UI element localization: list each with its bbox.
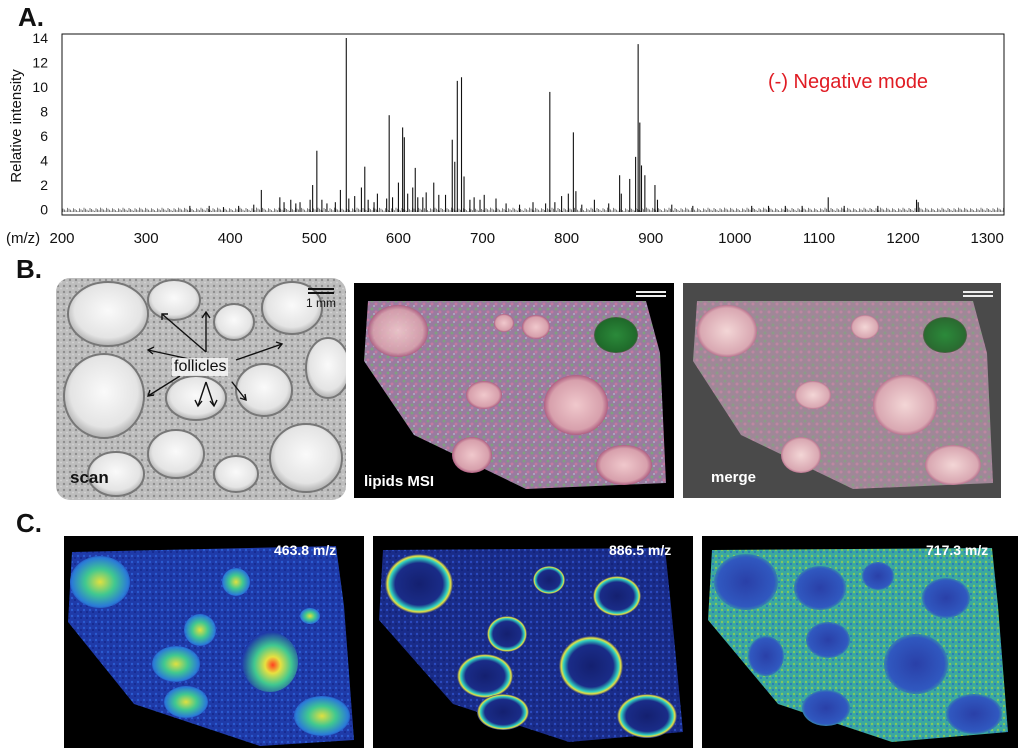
scale-bar bbox=[308, 288, 334, 294]
ion-label-463: 463.8 m/z bbox=[274, 542, 337, 558]
scale-bar bbox=[963, 291, 993, 297]
x-tick-800: 800 bbox=[554, 230, 579, 247]
merge-label: merge bbox=[711, 469, 757, 486]
follicles-label: follicles bbox=[172, 358, 229, 376]
panel-letter-b: B. bbox=[16, 254, 42, 284]
lipids-msi-label: lipids MSI bbox=[364, 473, 435, 490]
ion-image-886: 886.5 m/z bbox=[373, 536, 693, 748]
tissue-outline bbox=[364, 301, 666, 489]
x-tick-1200: 1200 bbox=[886, 230, 919, 247]
ion-image-717: 717.3 m/z bbox=[702, 536, 1018, 748]
x-tick-1100: 1100 bbox=[803, 230, 835, 247]
scan-image: follicles 1 mm scan bbox=[56, 278, 346, 500]
scan-label: scan bbox=[70, 468, 109, 487]
y-axis-label: Relative intensity bbox=[8, 69, 25, 183]
y-tick-4: 4 bbox=[40, 153, 48, 169]
y-tick-2: 2 bbox=[40, 177, 48, 193]
panel-letter-c: C. bbox=[16, 508, 42, 538]
x-axis-unit-label: (m/z) bbox=[6, 230, 40, 247]
x-tick-400: 400 bbox=[218, 230, 243, 247]
lipids-msi-drawing bbox=[364, 301, 666, 489]
ion-map-463-drawing bbox=[68, 546, 354, 746]
x-tick-700: 700 bbox=[470, 230, 495, 247]
ion-map-886-drawing bbox=[379, 548, 683, 742]
x-tick-300: 300 bbox=[134, 230, 159, 247]
scale-bar bbox=[636, 291, 666, 297]
x-tick-500: 500 bbox=[302, 230, 327, 247]
x-tick-900: 900 bbox=[638, 230, 663, 247]
x-tick-600: 600 bbox=[386, 230, 411, 247]
ion-map-717-drawing bbox=[708, 548, 1008, 742]
x-tick-200: 200 bbox=[49, 230, 74, 247]
y-tick-10: 10 bbox=[32, 79, 48, 95]
x-tick-1300: 1300 bbox=[970, 230, 1003, 247]
y-tick-12: 12 bbox=[32, 55, 48, 71]
plot-frame bbox=[61, 33, 1005, 216]
ion-label-886: 886.5 m/z bbox=[609, 542, 672, 558]
merge-drawing bbox=[683, 283, 1001, 498]
y-tick-8: 8 bbox=[40, 104, 48, 120]
scale-bar-label: 1 mm bbox=[306, 296, 336, 310]
y-tick-labels: 0 2 4 6 8 10 12 14 bbox=[32, 30, 48, 218]
follicle-shapes bbox=[63, 279, 346, 497]
tissue-scan-drawing bbox=[56, 278, 346, 500]
x-tick-1000: 1000 bbox=[718, 230, 751, 247]
ion-image-463: 463.8 m/z bbox=[64, 536, 364, 748]
negative-mode-annotation: (-) Negative mode bbox=[768, 71, 928, 93]
ion-label-717: 717.3 m/z bbox=[926, 542, 989, 558]
lipids-msi-image: lipids MSI bbox=[354, 283, 674, 498]
y-tick-0: 0 bbox=[40, 202, 48, 218]
panel-letter-a: A. bbox=[18, 2, 44, 32]
merge-image: merge bbox=[683, 283, 1001, 498]
mass-spectrum-chart: 0 2 4 6 8 10 12 14 200 300 400 500 600 700 800 900 1000… bbox=[6, 30, 1005, 247]
baseline-noise bbox=[62, 207, 1004, 212]
y-tick-6: 6 bbox=[40, 128, 48, 144]
tissue-outline bbox=[68, 546, 354, 746]
peaks-group bbox=[189, 38, 919, 212]
x-tick-labels: 200 300 400 500 600 700 800 900 1000 1100 1200 1300 bbox=[49, 230, 1003, 247]
tissue-outline bbox=[693, 301, 993, 489]
y-tick-14: 14 bbox=[32, 30, 48, 46]
